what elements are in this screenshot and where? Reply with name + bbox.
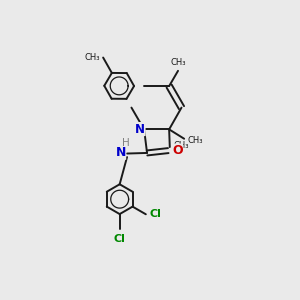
Text: CH₃: CH₃: [170, 58, 186, 67]
Text: N: N: [135, 123, 145, 136]
Text: H: H: [122, 138, 130, 148]
Text: CH₃: CH₃: [84, 53, 100, 62]
Text: O: O: [172, 144, 183, 157]
Text: CH₃: CH₃: [173, 141, 189, 150]
Text: Cl: Cl: [113, 234, 125, 244]
Text: N: N: [116, 146, 126, 159]
Text: CH₃: CH₃: [188, 136, 203, 145]
Text: Cl: Cl: [150, 209, 161, 219]
